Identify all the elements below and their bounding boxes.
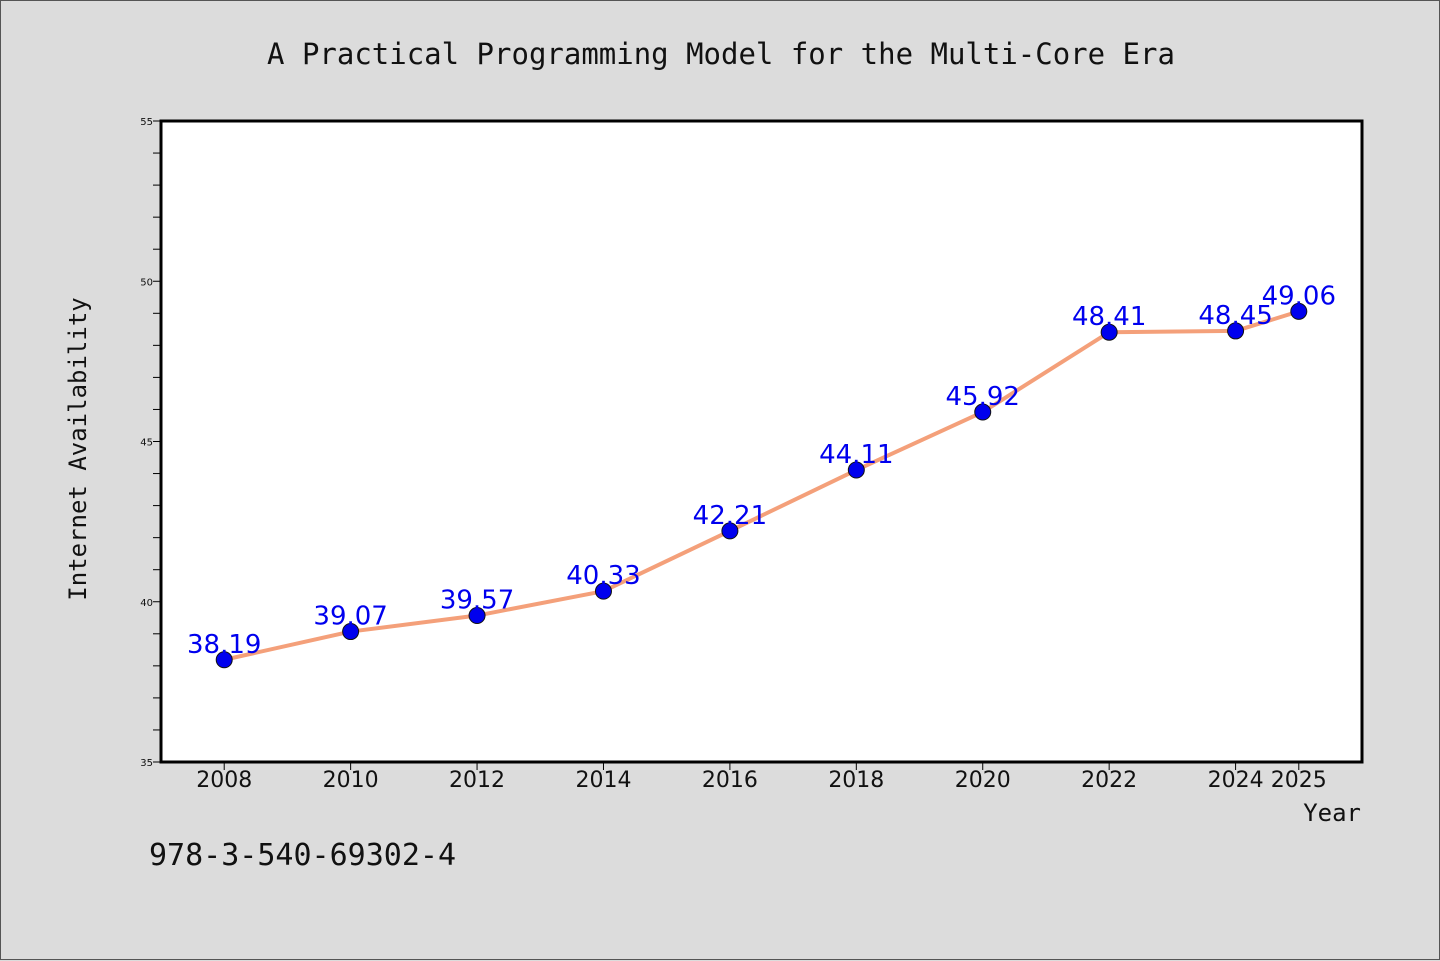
- data-point: [594, 582, 612, 600]
- x-tick-label: 2020: [955, 768, 1011, 793]
- data-label: 45.92: [946, 382, 1020, 412]
- chart-title: A Practical Programming Model for the Mu…: [267, 37, 1175, 71]
- data-label: 48.45: [1198, 301, 1272, 331]
- x-axis: 2008 2010 2012 2014 2016 2018 2020 2022 2024 2025: [196, 762, 1327, 793]
- x-axis-label: Year: [1303, 799, 1361, 827]
- data-label: 48.41: [1072, 302, 1146, 332]
- data-point: [1290, 302, 1308, 320]
- y-axis-label: Internet Availability: [64, 297, 92, 600]
- data-point: [342, 623, 360, 641]
- isbn-footnote: 978-3-540-69302-4: [149, 838, 456, 873]
- x-tick-label: 2018: [828, 768, 884, 793]
- x-tick-label: 2010: [323, 768, 379, 793]
- data-label: 42.21: [693, 501, 767, 531]
- y-axis: 35 40 45 50 55: [140, 117, 161, 769]
- x-tick-label: 2025: [1271, 768, 1327, 793]
- data-label: 39.57: [440, 586, 514, 616]
- x-tick-label: 2024: [1208, 768, 1264, 793]
- x-tick-label: 2012: [449, 768, 505, 793]
- x-tick-label: 2008: [196, 768, 252, 793]
- x-tick-label: 2022: [1081, 768, 1137, 793]
- data-point: [1227, 322, 1245, 340]
- y-tick-label: 55: [140, 117, 153, 128]
- y-tick-label: 45: [140, 438, 153, 449]
- data-label: 39.07: [313, 602, 387, 632]
- series-line: [223, 309, 1300, 662]
- y-tick-label: 40: [140, 598, 153, 609]
- data-point: [1100, 323, 1118, 341]
- data-label: 38.19: [187, 630, 261, 660]
- data-point: [468, 607, 486, 625]
- data-point: [974, 403, 992, 421]
- data-point: [847, 461, 865, 479]
- x-tick-label: 2016: [702, 768, 758, 793]
- data-label: 49.06: [1262, 281, 1336, 311]
- x-tick-label: 2014: [575, 768, 631, 793]
- y-tick-label: 50: [140, 277, 153, 288]
- series-line-group: 38.19 39.07 39.57 40.33 42.21 44.11 45.92 48.41…: [187, 281, 1336, 669]
- data-label: 44.11: [819, 440, 893, 470]
- y-tick-label: 35: [140, 758, 153, 769]
- plot-area: [159, 119, 1364, 764]
- data-label: 40.33: [566, 561, 640, 591]
- data-point: [215, 651, 233, 669]
- data-point: [721, 522, 739, 540]
